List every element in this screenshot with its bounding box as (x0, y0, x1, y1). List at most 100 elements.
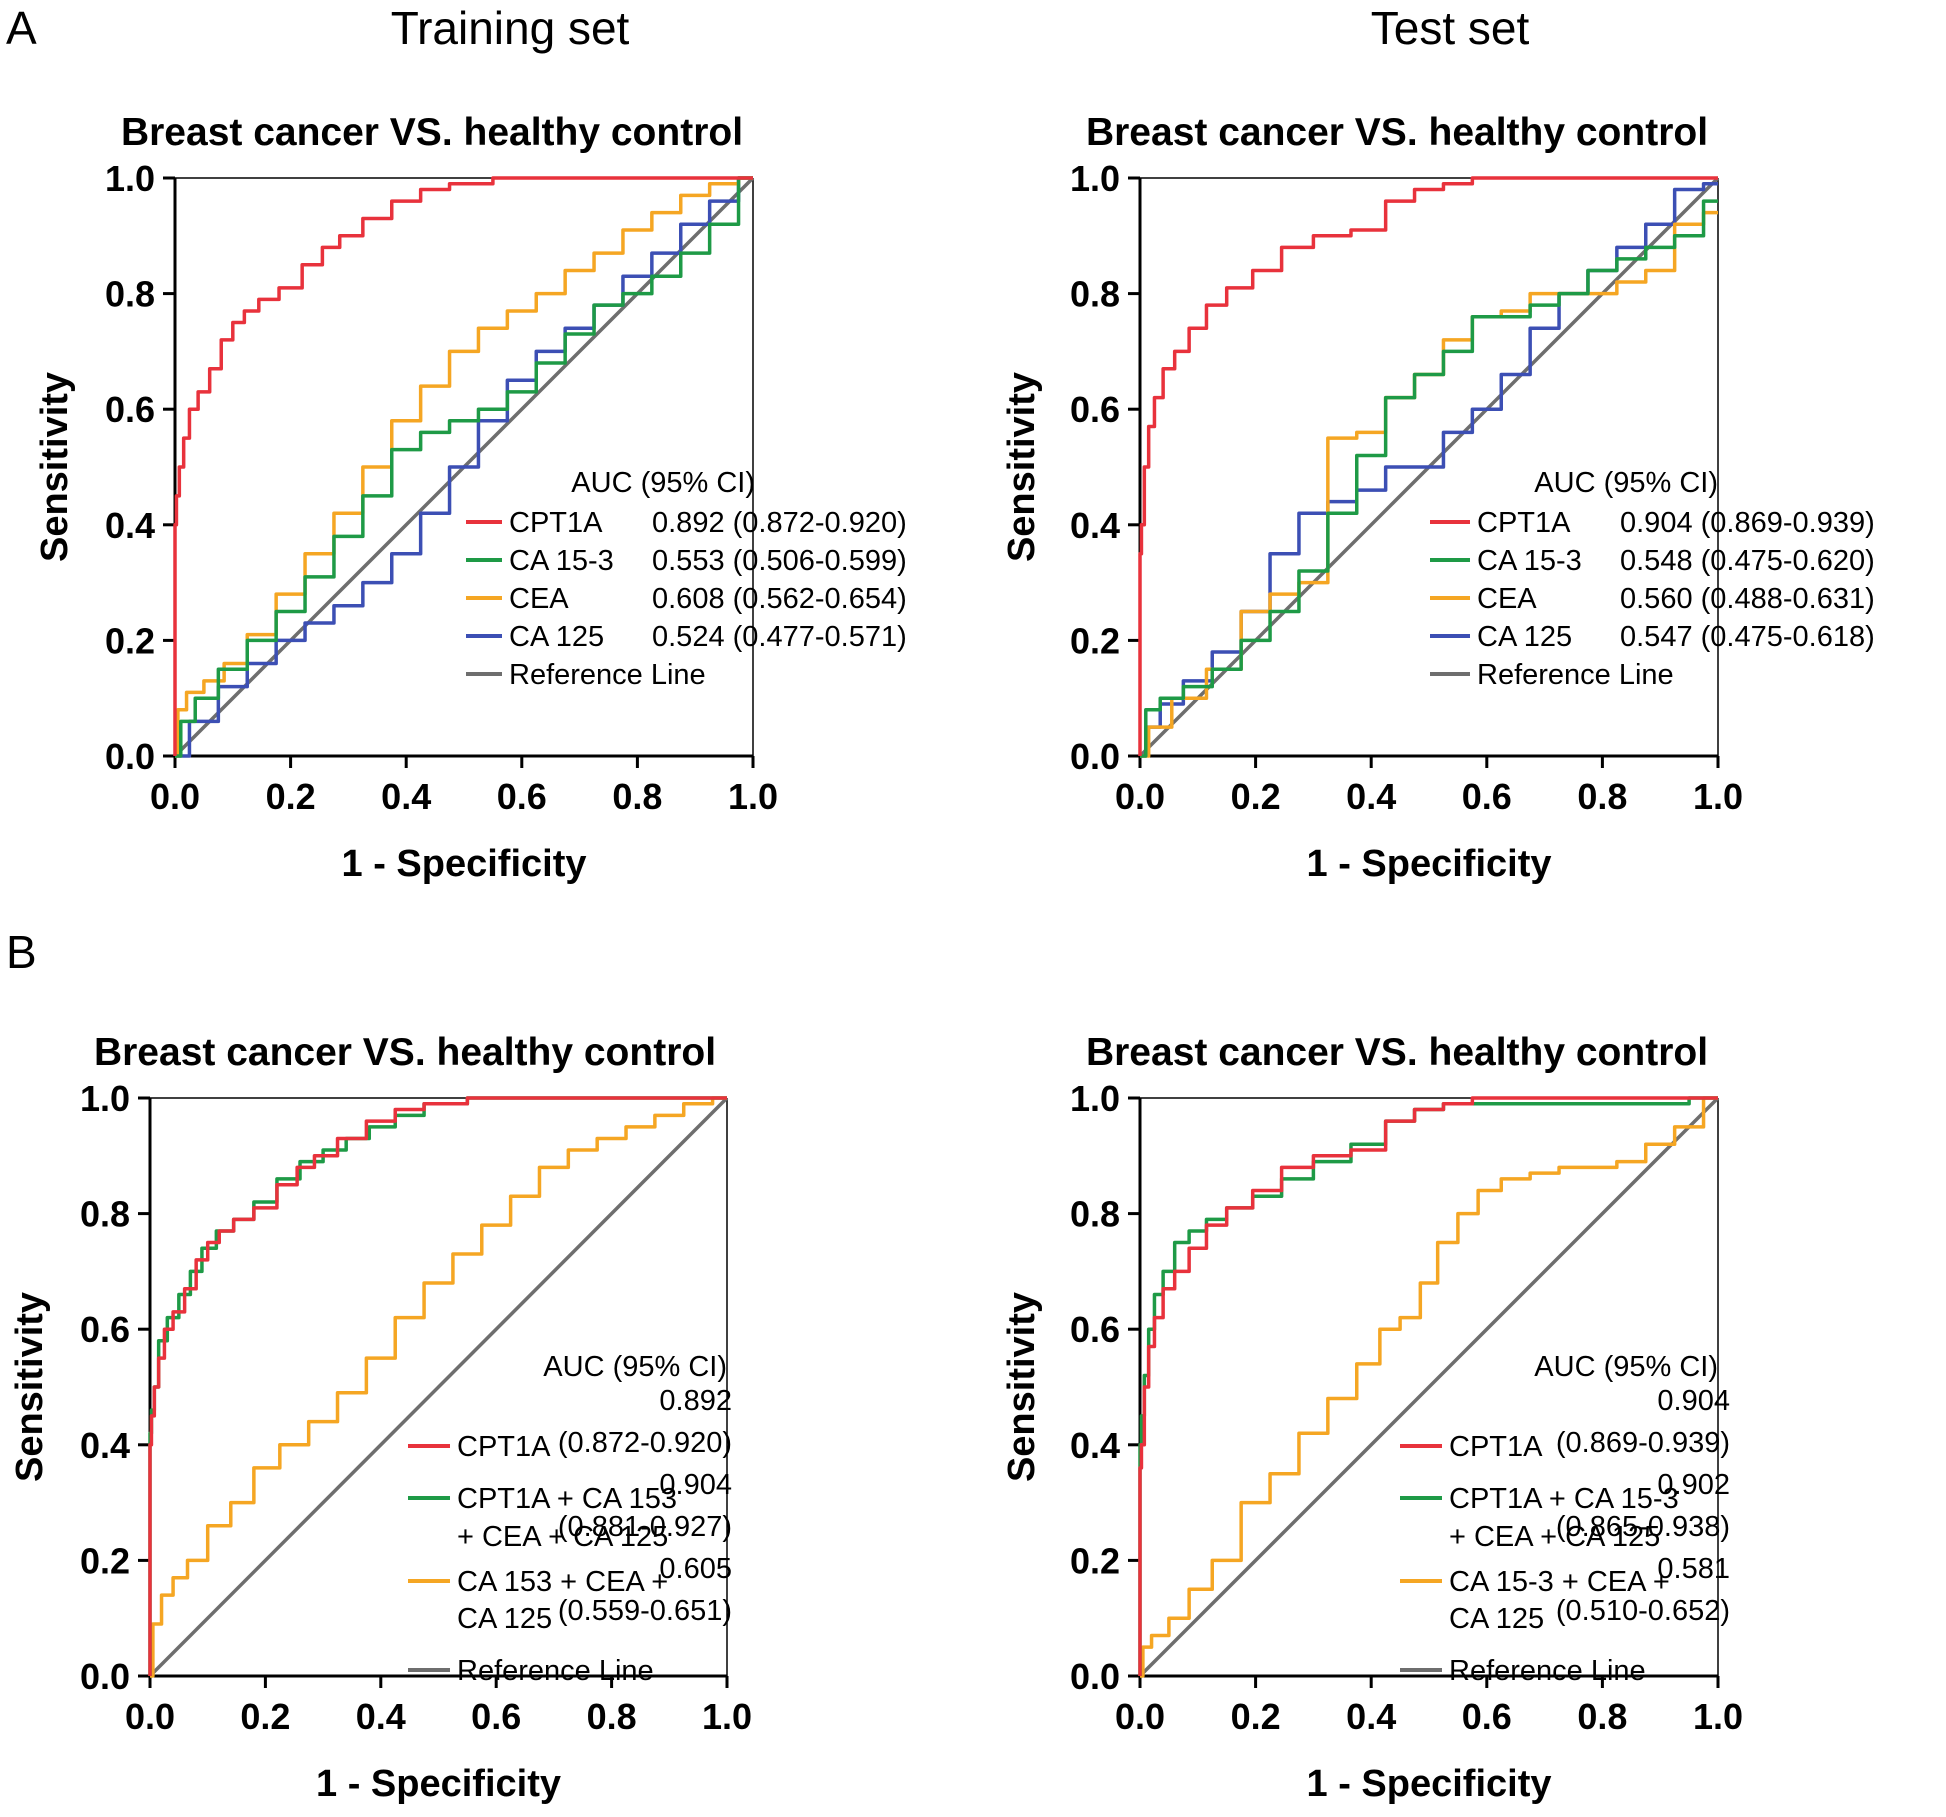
legend-label: CA 125 (1477, 621, 1572, 653)
legend-auc-value: 0.581 (1657, 1553, 1730, 1585)
legend-label: CPT1A (1449, 1431, 1543, 1463)
series-line-ca-125 (175, 176, 753, 758)
x-axis-title: 1 - Specificity (342, 843, 587, 885)
legend-label: CPT1A (1477, 507, 1571, 539)
legend-auc-value: 0.608 (0.562-0.654) (652, 583, 907, 615)
x-tick-label: 0.6 (471, 1696, 521, 1737)
y-tick-label: 0.4 (105, 505, 155, 546)
legend-label: CEA (509, 583, 569, 615)
chart-title: Breast cancer VS. healthy control (1086, 1031, 1708, 1074)
legend-auc-ci: (0.559-0.651) (558, 1595, 732, 1627)
legend-label: CA 15-3 (509, 545, 614, 577)
legend-auc-ci: (0.510-0.652) (1556, 1595, 1730, 1627)
x-tick-label: 0.4 (356, 1696, 406, 1737)
x-axis-title: 1 - Specificity (1307, 1763, 1552, 1805)
y-tick-label: 0.8 (80, 1194, 130, 1235)
y-tick-label: 0.4 (80, 1425, 130, 1466)
legend-label: CPT1A + CA 15-3 (1449, 1483, 1679, 1515)
x-tick-label: 0.8 (1577, 776, 1627, 817)
x-tick-label: 0.2 (1231, 1696, 1281, 1737)
series-line-cea (175, 176, 753, 758)
chart-1: Breast cancer VS. healthy control 0.0 0.2 0… (34, 111, 907, 885)
panel-label-b: B (6, 926, 37, 978)
legend-auc-value: 0.904 (1657, 1385, 1730, 1417)
series-line-reference-line (148, 1096, 729, 1678)
panel-label-a: A (6, 2, 37, 54)
legend-label: CA 125 (457, 1603, 552, 1635)
legend-label: + CEA + CA 125 (1449, 1521, 1660, 1553)
x-axis-title: 1 - Specificity (1307, 843, 1552, 885)
x-tick-label: 0.8 (1577, 1696, 1627, 1737)
y-tick-label: 0.8 (105, 274, 155, 315)
y-tick-label: 0.2 (105, 620, 155, 661)
chart-title: Breast cancer VS. healthy control (121, 111, 743, 154)
y-tick-label: 0.2 (80, 1540, 130, 1581)
legend-auc-value: 0.902 (1657, 1469, 1730, 1501)
legend-auc-ci: (0.869-0.939) (1556, 1427, 1730, 1459)
y-tick-label: 0.0 (80, 1656, 130, 1697)
chart-2: Breast cancer VS. healthy control 0.0 0.2 0… (1001, 111, 1875, 885)
chart-4: Breast cancer VS. healthy control 0.0 0.2 0… (1001, 1031, 1743, 1805)
legend-label: Reference Line (1477, 659, 1674, 691)
legend-label: CEA (1477, 583, 1537, 615)
y-tick-label: 0.4 (1070, 1425, 1120, 1466)
legend-auc-ci: (0.872-0.920) (558, 1427, 732, 1459)
legend-label: Reference Line (1449, 1655, 1646, 1687)
y-tick-label: 0.0 (105, 736, 155, 777)
legend-auc-value: 0.548 (0.475-0.620) (1620, 545, 1875, 577)
set-title-training: Training set (391, 2, 630, 54)
legend-label: CPT1A (509, 507, 603, 539)
legend-auc-header: AUC (95% CI) (1534, 467, 1718, 499)
y-axis-title: Sensitivity (34, 372, 76, 562)
legend-label: CA 153 + CEA + (457, 1566, 668, 1598)
y-tick-label: 1.0 (80, 1078, 130, 1119)
x-tick-label: 0.0 (125, 1696, 175, 1737)
legend-auc-value: 0.605 (659, 1553, 732, 1585)
series-line-reference-line (1138, 1096, 1720, 1678)
chart-title: Breast cancer VS. healthy control (1086, 111, 1708, 154)
legend-label: CA 15-3 (1477, 545, 1582, 577)
legend-label: CA 125 (509, 621, 604, 653)
set-title-test: Test set (1371, 2, 1530, 54)
legend-auc-ci: (0.881-0.927) (558, 1511, 732, 1543)
legend-label: + CEA + CA 125 (457, 1521, 668, 1553)
x-tick-label: 0.8 (612, 776, 662, 817)
legend-auc-value: 0.892 (0.872-0.920) (652, 507, 907, 539)
y-tick-label: 0.0 (1070, 736, 1120, 777)
y-tick-label: 1.0 (1070, 158, 1120, 199)
y-axis-title: Sensitivity (1001, 372, 1043, 562)
y-tick-label: 1.0 (105, 158, 155, 199)
x-tick-label: 0.4 (1346, 776, 1396, 817)
legend-label: CA 125 (1449, 1603, 1544, 1635)
series-line-ca-15-3 (1140, 199, 1718, 758)
series-line-cpt1a (173, 176, 753, 756)
y-tick-label: 0.2 (1070, 1540, 1120, 1581)
legend-auc-value: 0.547 (0.475-0.618) (1620, 621, 1875, 653)
series-line-ca-15-3-cea-ca-125 (1140, 1096, 1718, 1678)
series-line-cpt1a (148, 1096, 727, 1676)
x-tick-label: 1.0 (728, 776, 778, 817)
series-line-ca-153-cea-ca-125 (150, 1096, 727, 1678)
x-tick-label: 0.4 (381, 776, 431, 817)
legend-auc-value: 0.892 (659, 1385, 732, 1417)
x-tick-label: 0.6 (1462, 1696, 1512, 1737)
y-tick-label: 0.6 (80, 1309, 130, 1350)
legend-label: CA 15-3 + CEA + (1449, 1566, 1670, 1598)
y-tick-label: 1.0 (1070, 1078, 1120, 1119)
y-tick-label: 0.6 (1070, 1309, 1120, 1350)
y-tick-label: 0.6 (1070, 389, 1120, 430)
x-tick-label: 1.0 (1693, 1696, 1743, 1737)
x-tick-label: 0.2 (266, 776, 316, 817)
y-tick-label: 0.8 (1070, 1194, 1120, 1235)
x-tick-label: 0.4 (1346, 1696, 1396, 1737)
x-tick-label: 0.0 (1115, 776, 1165, 817)
x-tick-label: 1.0 (702, 1696, 752, 1737)
legend-auc-value: 0.904 (659, 1469, 732, 1501)
legend-label: CPT1A (457, 1431, 551, 1463)
x-tick-label: 0.2 (240, 1696, 290, 1737)
x-tick-label: 0.0 (1115, 1696, 1165, 1737)
y-tick-label: 0.0 (1070, 1656, 1120, 1697)
legend-auc-header: AUC (95% CI) (1534, 1351, 1718, 1383)
series-line-ca-15-3 (175, 176, 753, 758)
chart-3: Breast cancer VS. healthy control 0.0 0.2 0… (9, 1031, 752, 1805)
